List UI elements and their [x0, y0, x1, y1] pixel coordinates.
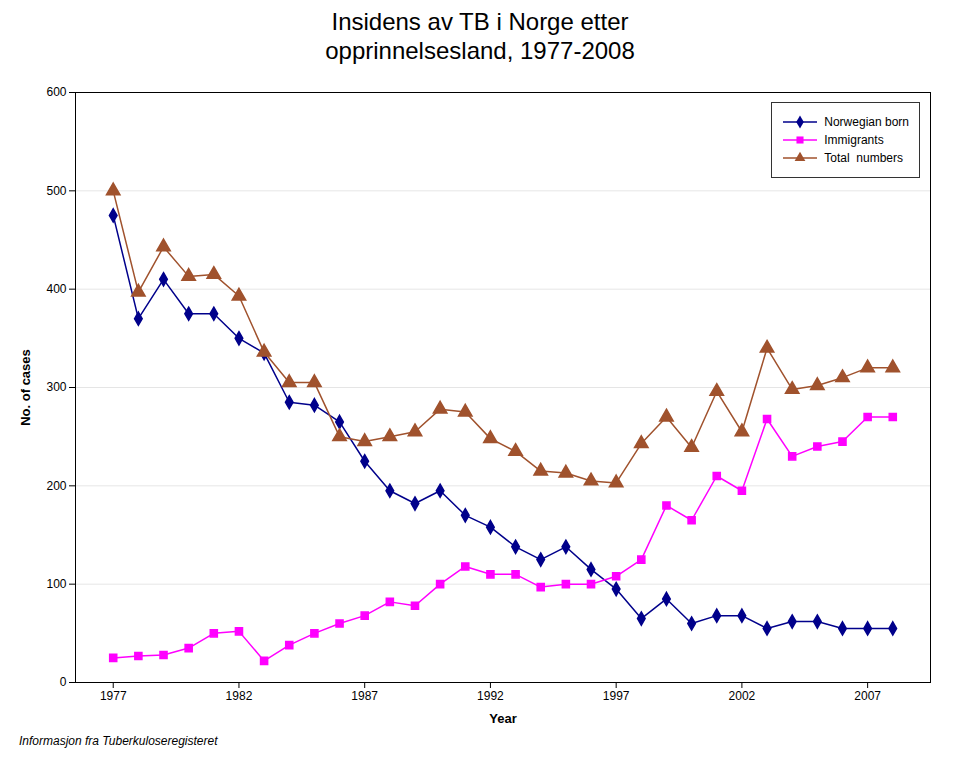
- html-text:Informasjon fra Tuberkulosereg: Informasjon fra Tuberkuloseregisteret: [19, 733, 218, 748]
- svg-text:No. of cases: No. of cases: [18, 349, 33, 426]
- svg-text:1977: 1977: [100, 689, 127, 703]
- html-text:Total numbers: Total numbers: [824, 150, 903, 165]
- svg-text:1982: 1982: [226, 689, 253, 703]
- svg-text:Year: Year: [489, 710, 516, 725]
- svg-text:1992: 1992: [477, 689, 504, 703]
- html-text:Immigrants: Immigrants: [824, 132, 884, 147]
- svg-text:2002: 2002: [729, 689, 756, 703]
- svg-text:500: 500: [46, 183, 66, 197]
- svg-text:300: 300: [46, 380, 66, 394]
- svg-text:200: 200: [46, 478, 66, 492]
- html-text:Norwegian born: Norwegian born: [824, 114, 909, 129]
- html-text:Insidens av TB i Norge etter o: Insidens av TB i Norge etter opprinnelse…: [325, 8, 635, 64]
- svg-text:2007: 2007: [854, 689, 881, 703]
- svg-text:0: 0: [60, 675, 67, 689]
- svg-text:600: 600: [46, 85, 66, 99]
- svg-text:400: 400: [46, 282, 66, 296]
- svg-text:1987: 1987: [351, 689, 378, 703]
- svg-text:1997: 1997: [603, 689, 630, 703]
- svg-text:100: 100: [46, 577, 66, 591]
